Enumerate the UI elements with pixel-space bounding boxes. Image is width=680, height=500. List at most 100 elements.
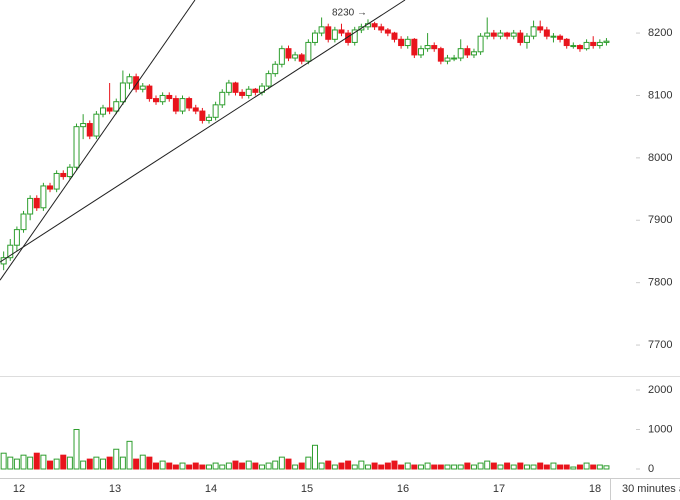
x-tick-label: 15 xyxy=(301,483,313,495)
volume-bar xyxy=(106,456,113,470)
candle-body xyxy=(47,185,54,190)
volume-bar xyxy=(60,454,67,470)
volume-bar xyxy=(80,460,87,470)
y-tick-label: 8000 xyxy=(648,152,672,164)
candle-body xyxy=(298,54,305,62)
candle-body xyxy=(192,107,199,112)
volume-bar xyxy=(398,464,405,470)
volume-bar xyxy=(404,462,411,470)
candle-body xyxy=(464,48,471,56)
x-tick-label: 12 xyxy=(13,483,25,495)
candle-body xyxy=(159,94,166,103)
volume-bar xyxy=(530,464,537,470)
volume-bar xyxy=(424,462,431,470)
x-tick-label: 16 xyxy=(397,483,409,495)
volume-bar xyxy=(119,456,126,470)
candle-body xyxy=(219,91,226,106)
candle-body xyxy=(292,54,299,59)
candle-body xyxy=(550,35,557,38)
volume-bar xyxy=(47,460,54,470)
volume-bar xyxy=(278,456,285,470)
volume-bar xyxy=(497,464,504,470)
volume-bar xyxy=(351,464,358,470)
candle-body xyxy=(338,29,345,34)
candle-body xyxy=(517,32,524,43)
volume-bar xyxy=(153,462,160,470)
candle-body xyxy=(596,41,603,47)
volume-bar xyxy=(517,462,524,470)
volume-bar xyxy=(146,456,153,470)
candle-body xyxy=(53,172,60,190)
candle-body xyxy=(225,82,232,93)
candle-body xyxy=(86,123,93,137)
candle-body xyxy=(13,229,20,246)
candle-body xyxy=(265,73,272,87)
candle-body xyxy=(576,45,583,50)
candle-body xyxy=(583,41,590,50)
candle-body xyxy=(431,45,438,50)
candle-body xyxy=(93,113,100,137)
volume-bar xyxy=(186,464,193,470)
volume-bar xyxy=(285,458,292,470)
candle-body xyxy=(484,32,491,37)
candle-body xyxy=(179,98,186,112)
candle-body xyxy=(285,48,292,59)
trendline xyxy=(0,0,196,281)
candle-body xyxy=(252,88,259,93)
candle-body xyxy=(351,29,358,43)
y-tick-label: 7900 xyxy=(648,214,672,226)
candle-body xyxy=(27,197,34,215)
volume-bar xyxy=(457,464,464,470)
volume-bar xyxy=(192,462,199,470)
candle-body xyxy=(451,57,458,60)
volume-bar xyxy=(451,464,458,470)
y-tick-label: 7800 xyxy=(648,277,672,289)
volume-bar xyxy=(444,464,451,470)
volume-bar xyxy=(411,464,418,470)
candle-body xyxy=(444,57,451,62)
volume-bar xyxy=(318,462,325,470)
volume-bar xyxy=(219,464,226,470)
candle-body xyxy=(119,82,126,103)
candle-body xyxy=(133,76,140,90)
volume-bar xyxy=(484,460,491,470)
volume-bar xyxy=(364,464,371,470)
candle-body xyxy=(510,32,517,37)
volume-bar xyxy=(33,452,40,470)
y-tick-label: 0 xyxy=(648,463,654,475)
annotation: 8230 → xyxy=(332,8,367,19)
volume-bar xyxy=(603,465,610,470)
candle-body xyxy=(172,98,179,112)
volume-bar xyxy=(470,464,477,470)
volume-bar xyxy=(40,454,47,470)
volume-bar xyxy=(543,464,550,470)
candle-body xyxy=(272,63,279,75)
candle-body xyxy=(411,38,418,56)
candle-body xyxy=(470,51,477,56)
volume-bar xyxy=(477,462,484,470)
volume-bar xyxy=(298,462,305,470)
volume-bar xyxy=(245,460,252,470)
volume-bar xyxy=(139,454,146,470)
volume-bar xyxy=(331,464,338,470)
volume-bar xyxy=(576,464,583,470)
candle-body xyxy=(7,244,14,259)
volume-bar xyxy=(272,460,279,470)
candle-body xyxy=(205,116,212,121)
candle-body xyxy=(139,85,146,90)
x-tick-label: 18 xyxy=(589,483,601,495)
volume-bar xyxy=(258,464,265,470)
candle-body xyxy=(543,29,550,37)
volume-bar xyxy=(66,456,73,470)
candle-body xyxy=(424,45,431,50)
y-tick-label: 7700 xyxy=(648,339,672,351)
volume-bar xyxy=(239,462,246,470)
candle-body xyxy=(212,104,219,118)
candle-body xyxy=(557,35,564,40)
candle-body xyxy=(590,41,597,47)
volume-bar xyxy=(504,462,511,470)
candle-body xyxy=(384,29,391,34)
volume-bar xyxy=(417,464,424,470)
candle-body xyxy=(239,91,246,96)
volume-bar xyxy=(133,458,140,470)
